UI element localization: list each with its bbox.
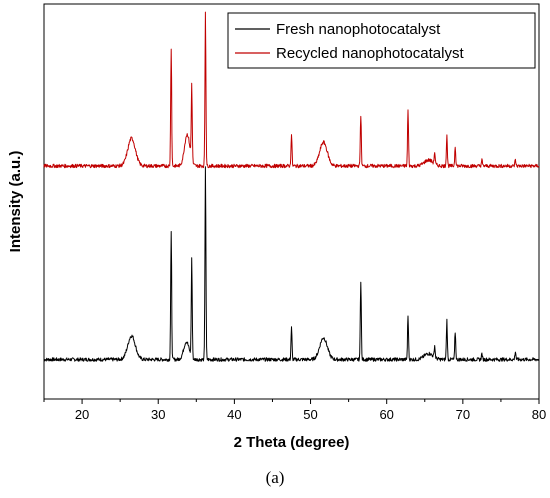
xrd-chart: 20 30 40 50 60 70 80 2 Theta (degree) Intensit… <box>7 3 546 451</box>
x-tick-label: 20 <box>75 407 89 422</box>
x-axis-title: 2 Theta (degree) <box>234 434 350 451</box>
y-axis-title: Intensity (a.u.) <box>7 151 24 253</box>
legend: Fresh nanophotocatalyst Recycled nanopho… <box>227 12 536 69</box>
series-line-fresh <box>43 166 540 362</box>
x-tick-label: 50 <box>303 407 317 422</box>
figure-caption: (a) <box>265 468 285 487</box>
plot-area-frame <box>43 3 540 400</box>
x-axis: 20 30 40 50 60 70 80 <box>43 399 546 422</box>
series-layer <box>43 11 540 362</box>
x-tick-label: 40 <box>227 407 241 422</box>
legend-box <box>227 12 536 69</box>
x-tick-label: 80 <box>532 407 546 422</box>
legend-label-recycled: Recycled nanophotocatalyst <box>276 45 464 62</box>
x-tick-label: 70 <box>456 407 470 422</box>
series-line-recycled <box>43 11 540 169</box>
legend-label-fresh: Fresh nanophotocatalyst <box>276 21 441 38</box>
x-tick-label: 30 <box>151 407 165 422</box>
x-tick-label: 60 <box>379 407 393 422</box>
